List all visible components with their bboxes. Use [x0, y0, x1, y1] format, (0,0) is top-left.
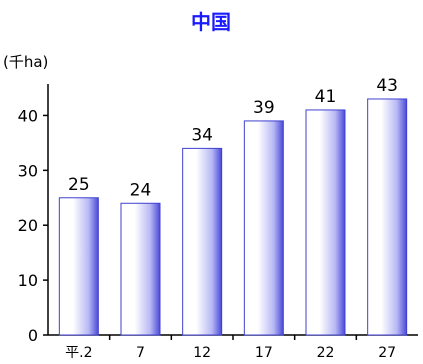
bar	[58, 197, 99, 336]
data-label: 41	[315, 87, 337, 107]
data-label: 43	[376, 76, 398, 96]
bar	[120, 202, 161, 336]
y-tick-label: 20	[18, 216, 38, 235]
bar	[367, 98, 408, 336]
data-labels: 25 24 34 39 41 43	[68, 76, 398, 200]
data-label: 25	[68, 175, 90, 195]
bar	[243, 120, 284, 336]
data-label: 39	[253, 98, 275, 118]
x-tick-label: 17	[255, 345, 273, 361]
x-tick-label: 平.2	[65, 345, 92, 361]
data-label: 34	[191, 125, 213, 145]
x-tick-label: 12	[193, 345, 211, 361]
y-tick-label: 10	[18, 271, 38, 290]
bar	[182, 147, 223, 336]
axes	[43, 84, 418, 340]
x-tick-label: 7	[136, 345, 145, 361]
chart-title: 中国	[191, 10, 231, 34]
y-axis-unit-label: (千ha)	[3, 53, 48, 71]
y-tick-labels: 0 10 20 30 40	[18, 106, 38, 345]
bars	[58, 98, 408, 336]
x-tick-labels: 平.2 7 12 17 22 27	[65, 345, 396, 361]
x-tick-label: 22	[317, 345, 335, 361]
y-tick-label: 40	[18, 106, 38, 125]
x-tick-label: 27	[378, 345, 396, 361]
data-label: 24	[130, 180, 152, 200]
y-tick-label: 0	[28, 326, 38, 345]
y-tick-label: 30	[18, 161, 38, 180]
bar	[305, 109, 346, 336]
